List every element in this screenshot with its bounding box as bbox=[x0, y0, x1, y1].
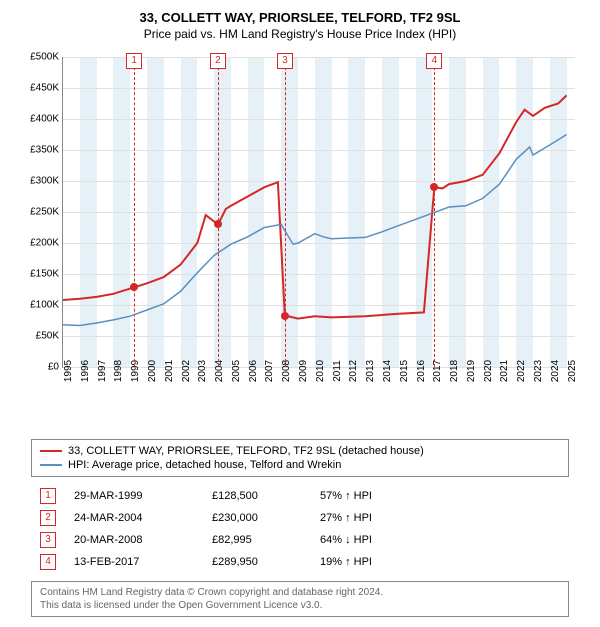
ytick-label: £400K bbox=[30, 114, 59, 125]
event-pct: 64% ↓ HPI bbox=[320, 534, 440, 546]
line-layer bbox=[63, 57, 575, 367]
event-number-box: 4 bbox=[40, 554, 56, 570]
ytick-label: £100K bbox=[30, 300, 59, 311]
footer-line: This data is licensed under the Open Gov… bbox=[40, 599, 560, 612]
event-price: £82,995 bbox=[212, 534, 302, 546]
legend-swatch bbox=[40, 464, 62, 466]
ytick-label: £200K bbox=[30, 238, 59, 249]
legend-item: HPI: Average price, detached house, Telf… bbox=[40, 458, 560, 472]
event-date: 13-FEB-2017 bbox=[74, 556, 194, 568]
event-pct: 27% ↑ HPI bbox=[320, 512, 440, 524]
ytick-label: £350K bbox=[30, 145, 59, 156]
chart-subtitle: Price paid vs. HM Land Registry's House … bbox=[10, 27, 590, 41]
table-row: 2 24-MAR-2004 £230,000 27% ↑ HPI bbox=[40, 507, 560, 529]
event-pct: 19% ↑ HPI bbox=[320, 556, 440, 568]
table-row: 4 13-FEB-2017 £289,950 19% ↑ HPI bbox=[40, 551, 560, 573]
event-price: £230,000 bbox=[212, 512, 302, 524]
chart-container: £0 £50K £100K £150K £200K £250K £300K £350K £400… bbox=[20, 49, 580, 409]
footer-attribution: Contains HM Land Registry data © Crown c… bbox=[31, 581, 569, 617]
event-date: 24-MAR-2004 bbox=[74, 512, 194, 524]
event-date: 20-MAR-2008 bbox=[74, 534, 194, 546]
legend: 33, COLLETT WAY, PRIORSLEE, TELFORD, TF2… bbox=[31, 439, 569, 477]
event-price: £289,950 bbox=[212, 556, 302, 568]
event-number-box: 2 bbox=[40, 510, 56, 526]
ytick-label: £300K bbox=[30, 176, 59, 187]
ytick-label: £250K bbox=[30, 207, 59, 218]
chart-title: 33, COLLETT WAY, PRIORSLEE, TELFORD, TF2… bbox=[10, 10, 590, 25]
event-number-box: 1 bbox=[40, 488, 56, 504]
table-row: 1 29-MAR-1999 £128,500 57% ↑ HPI bbox=[40, 485, 560, 507]
footer-line: Contains HM Land Registry data © Crown c… bbox=[40, 586, 560, 599]
ytick-label: £500K bbox=[30, 52, 59, 63]
event-price: £128,500 bbox=[212, 490, 302, 502]
legend-label: 33, COLLETT WAY, PRIORSLEE, TELFORD, TF2… bbox=[68, 445, 424, 457]
event-number-box: 3 bbox=[40, 532, 56, 548]
series-price_paid bbox=[63, 95, 567, 318]
legend-item: 33, COLLETT WAY, PRIORSLEE, TELFORD, TF2… bbox=[40, 444, 560, 458]
ytick-label: £450K bbox=[30, 83, 59, 94]
event-date: 29-MAR-1999 bbox=[74, 490, 194, 502]
ytick-label: £150K bbox=[30, 269, 59, 280]
legend-swatch bbox=[40, 450, 62, 452]
event-pct: 57% ↑ HPI bbox=[320, 490, 440, 502]
ytick-label: £0 bbox=[48, 362, 59, 373]
events-table: 1 29-MAR-1999 £128,500 57% ↑ HPI 2 24-MAR-200… bbox=[40, 485, 560, 573]
ytick-label: £50K bbox=[36, 331, 59, 342]
legend-label: HPI: Average price, detached house, Telf… bbox=[68, 459, 341, 471]
table-row: 3 20-MAR-2008 £82,995 64% ↓ HPI bbox=[40, 529, 560, 551]
plot-area: £0£50K£100K£150K£200K£250K£300K£350K£400… bbox=[62, 57, 575, 368]
